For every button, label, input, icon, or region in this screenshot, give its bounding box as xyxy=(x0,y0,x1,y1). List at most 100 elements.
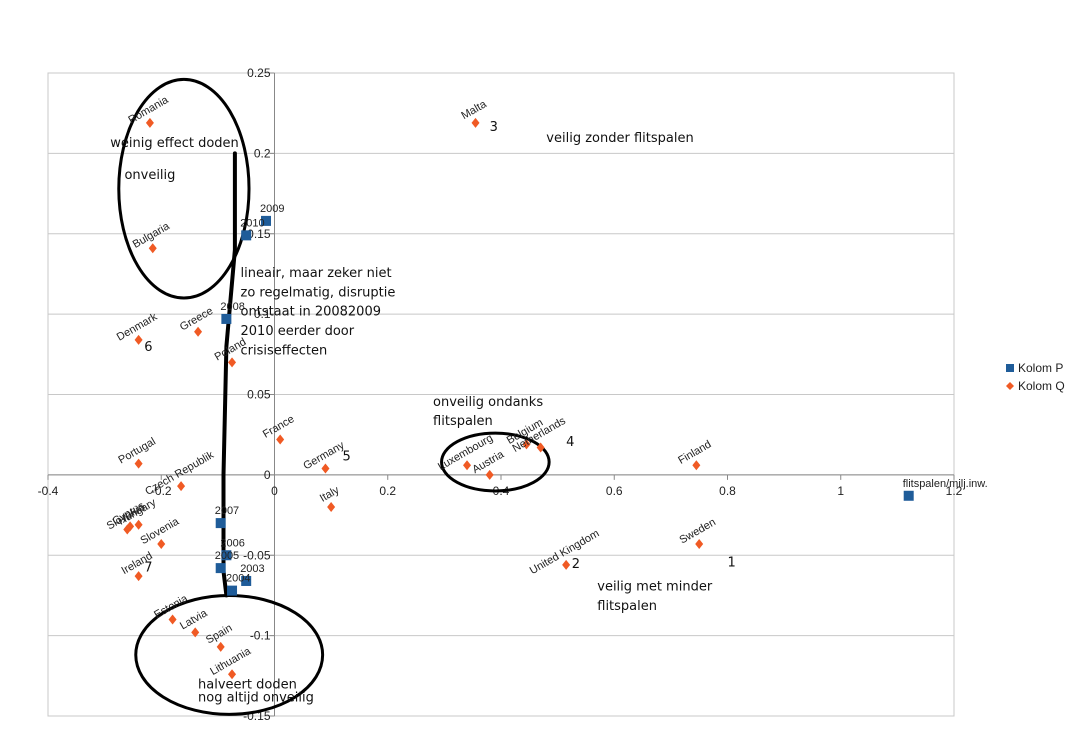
annotation-text: veilig zonder flitspalen xyxy=(546,131,693,146)
point-label: 2004 xyxy=(226,573,250,585)
annotation-number: 4 xyxy=(566,435,574,450)
x-tick-label: -0.4 xyxy=(38,484,59,498)
y-tick-label: 0.15 xyxy=(247,227,271,241)
annotation-text: veilig met minder xyxy=(597,580,713,595)
point-label: 2009 xyxy=(260,203,284,215)
y-tick-label: -0.05 xyxy=(243,548,271,562)
marker-square xyxy=(227,585,238,596)
point-label: 2006 xyxy=(220,537,244,549)
plot-border xyxy=(47,72,955,717)
annotation-number: 3 xyxy=(490,120,498,135)
marker-diamond xyxy=(191,627,200,638)
marker-diamond xyxy=(471,117,480,128)
y-tick-label: 0 xyxy=(264,468,271,482)
marker-square xyxy=(221,550,232,561)
marker-diamond xyxy=(463,460,472,471)
marker-diamond xyxy=(123,524,132,535)
annotation-text: onveilig ondanks xyxy=(433,395,543,410)
annotation-text: nog altijd onveilig xyxy=(198,691,314,706)
point-label: United Kingdom xyxy=(528,528,602,578)
y-tick-label: 0.05 xyxy=(247,388,271,402)
x-tick-label: 1.2 xyxy=(946,484,963,498)
point-label: 2010 xyxy=(240,217,264,229)
y-tick-label: 0.1 xyxy=(254,307,271,321)
x-tick-label: 0.8 xyxy=(719,484,736,498)
marker-square xyxy=(241,575,252,586)
annotation-ellipse xyxy=(440,431,551,493)
marker-diamond xyxy=(695,538,704,549)
marker-diamond xyxy=(536,442,545,453)
marker-square xyxy=(241,230,252,241)
legend-marker-square xyxy=(1006,364,1014,372)
y-tick-label: -0.1 xyxy=(250,629,271,643)
point-label: Czech Republik xyxy=(143,449,216,498)
x-tick-label: 0.6 xyxy=(606,484,623,498)
x-tick-label: -0.2 xyxy=(151,484,172,498)
legend-marker-diamond xyxy=(1006,382,1014,390)
marker-square xyxy=(903,490,914,501)
annotation-number: 7 xyxy=(144,560,152,575)
marker-diamond xyxy=(194,326,203,337)
data-markers xyxy=(123,117,914,680)
annotation-text: onveilig xyxy=(124,168,175,183)
y-tick-label: 0.25 xyxy=(247,66,271,80)
marker-diamond xyxy=(485,469,494,480)
marker-diamond xyxy=(522,439,531,450)
point-label: 2005 xyxy=(215,550,239,562)
marker-diamond xyxy=(327,502,336,513)
annotation-number: 1 xyxy=(728,556,736,571)
marker-diamond xyxy=(177,481,186,492)
marker-diamond xyxy=(276,434,285,445)
annotation-text: weinig effect doden xyxy=(110,136,239,151)
annotation-number: 6 xyxy=(144,340,152,355)
marker-diamond xyxy=(134,571,143,582)
marker-diamond xyxy=(145,117,154,128)
marker-diamond xyxy=(134,519,143,530)
point-label: 2003 xyxy=(240,563,264,575)
annotation-number: 5 xyxy=(342,449,350,464)
annotation-text: halveert doden xyxy=(198,678,297,693)
legend-label: Kolom Q xyxy=(1018,379,1065,393)
marker-diamond xyxy=(562,559,571,570)
marker-diamond xyxy=(134,334,143,345)
marker-diamond xyxy=(228,669,237,680)
point-label: 2007 xyxy=(215,505,239,517)
annotation-texts: weinig effect doden onveilig lineair, maar… xyxy=(110,120,735,706)
marker-diamond xyxy=(157,538,166,549)
freehand-line xyxy=(221,151,237,598)
marker-diamond xyxy=(692,460,701,471)
point-label: Italy xyxy=(318,484,342,505)
marker-diamond xyxy=(321,463,330,474)
y-tick-label: 0.2 xyxy=(254,146,271,160)
marker-diamond xyxy=(148,243,157,254)
point-label: Malta xyxy=(459,98,489,122)
point-label: Spain xyxy=(204,622,234,646)
marker-square xyxy=(221,313,232,324)
marker-diamond xyxy=(168,614,177,625)
marker-diamond xyxy=(216,641,225,652)
annotation-text: lineair, maar zeker niet xyxy=(241,266,392,281)
marker-square xyxy=(215,518,226,529)
annotation-freehand-line xyxy=(221,151,237,598)
annotation-text: flitspalen xyxy=(433,414,493,429)
point-labels: 20092010200820072006200520032004flitspal… xyxy=(105,94,988,678)
legend: Kolom P Kolom Q xyxy=(1006,361,1065,393)
x-tick-label: 1 xyxy=(837,484,844,498)
marker-square xyxy=(215,563,226,574)
marker-diamond xyxy=(134,458,143,469)
marker-square xyxy=(261,215,272,226)
legend-label: Kolom P xyxy=(1018,361,1063,375)
annotation-text: flitspalen xyxy=(597,599,657,614)
marker-diamond xyxy=(228,357,237,368)
annotation-text: ontstaat in 20082009 xyxy=(241,305,381,320)
plot-area xyxy=(47,72,955,717)
point-label: 2008 xyxy=(220,301,244,313)
point-label: Latvia xyxy=(178,607,210,633)
point-label: flitspalen/milj.inw. xyxy=(903,478,988,490)
x-tick-label: 0 xyxy=(271,484,278,498)
annotation-text: crisiseffecten xyxy=(241,343,328,358)
annotation-number: 2 xyxy=(572,557,580,572)
x-tick-label: 0.2 xyxy=(379,484,396,498)
annotation-text: 2010 eerder door xyxy=(241,324,355,339)
